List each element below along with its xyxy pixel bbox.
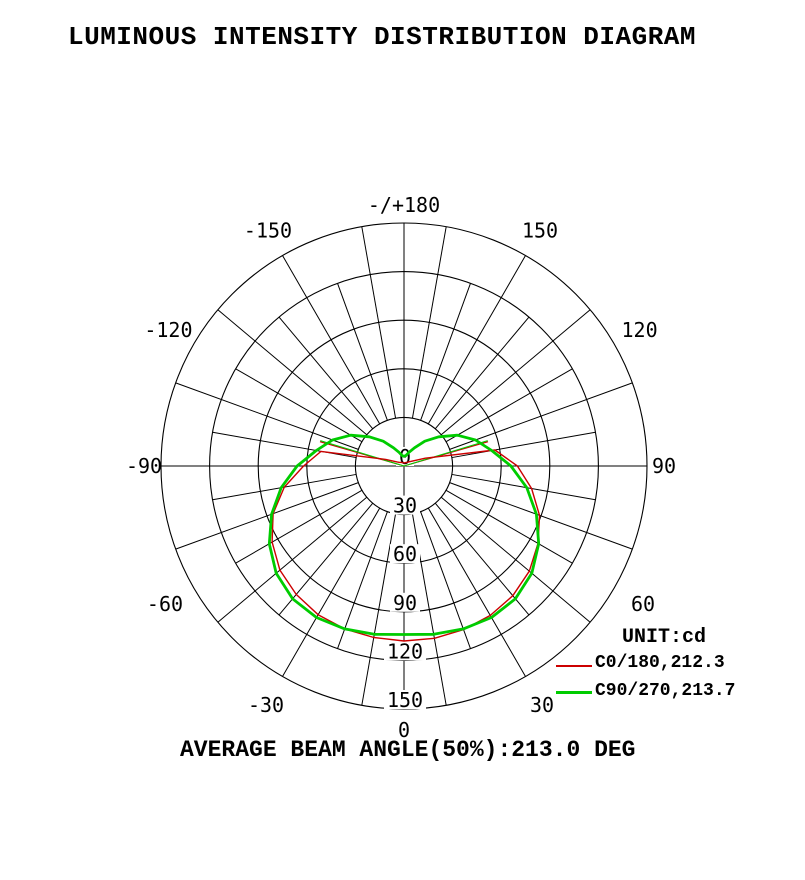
polar-spoke	[445, 489, 573, 564]
polar-spoke	[440, 496, 591, 623]
angle-label: -120	[144, 318, 192, 342]
ring-label-halo	[384, 690, 426, 709]
ring-label: 120	[387, 639, 423, 663]
polar-spoke	[337, 283, 388, 421]
angle-label: 120	[621, 318, 657, 342]
beam-angle-marker-c90-270	[320, 440, 405, 467]
ring-label-halo	[390, 592, 420, 612]
ring-label: 90	[393, 591, 417, 615]
ring-label-halo	[390, 495, 420, 515]
angle-label: 150	[522, 218, 558, 242]
legend-swatch-c0-180-line	[556, 665, 592, 667]
page-title: LUMINOUS INTENSITY DISTRIBUTION DIAGRAM	[68, 22, 696, 52]
legend-entry-c0-180: C0/180,212.3	[595, 653, 725, 673]
average-beam-angle-text: AVERAGE BEAM ANGLE(50%):213.0 DEG	[180, 737, 636, 763]
angle-label: -150	[244, 218, 292, 242]
polar-spoke	[337, 511, 388, 649]
polar-spoke	[449, 482, 633, 550]
polar-spoke	[420, 511, 471, 649]
series-curve-c0-180	[271, 449, 541, 642]
polar-spoke	[440, 309, 591, 436]
polar-spoke	[217, 309, 368, 436]
ring-label: 150	[387, 688, 423, 712]
angle-label: -90	[126, 454, 162, 478]
polar-spoke	[217, 496, 368, 623]
polar-spoke	[449, 382, 633, 450]
polar-spoke	[175, 382, 359, 450]
polar-spoke	[282, 255, 381, 425]
legend-swatch-c90-270-line	[556, 691, 592, 694]
ring-label-halo	[390, 544, 420, 564]
polar-spoke	[451, 473, 596, 501]
polar-spoke	[451, 431, 596, 459]
angle-label: -30	[248, 693, 284, 717]
polar-spoke	[235, 368, 363, 443]
angle-label: -60	[147, 592, 183, 616]
polar-spoke	[361, 513, 397, 706]
legend-unit-label: UNIT:cd	[622, 626, 707, 649]
polar-spoke	[427, 507, 526, 677]
ring-label-halo	[384, 641, 426, 661]
angle-label: 30	[530, 693, 554, 717]
polar-spoke	[411, 226, 447, 419]
angle-label: -/+180	[368, 193, 440, 217]
angle-label: 90	[652, 454, 676, 478]
polar-spoke	[427, 255, 526, 425]
legend-entry-c90-270: C90/270,213.7	[595, 681, 736, 701]
angle-label: 60	[631, 592, 655, 616]
polar-spoke	[175, 482, 359, 550]
angle-label: 0	[398, 718, 410, 742]
ring-label: 60	[393, 542, 417, 566]
ring-label: 30	[393, 494, 417, 518]
polar-spoke	[445, 368, 573, 443]
polar-spoke	[278, 316, 374, 430]
polar-spoke	[282, 507, 381, 677]
polar-spoke	[434, 502, 530, 616]
series-curve-c90-270	[267, 433, 541, 636]
polar-spoke	[235, 489, 363, 564]
polar-spoke	[434, 316, 530, 430]
polar-spoke	[420, 283, 471, 421]
polar-spoke	[278, 502, 374, 616]
beam-angle-marker-c90-270	[403, 440, 488, 467]
polar-spoke	[361, 226, 397, 419]
